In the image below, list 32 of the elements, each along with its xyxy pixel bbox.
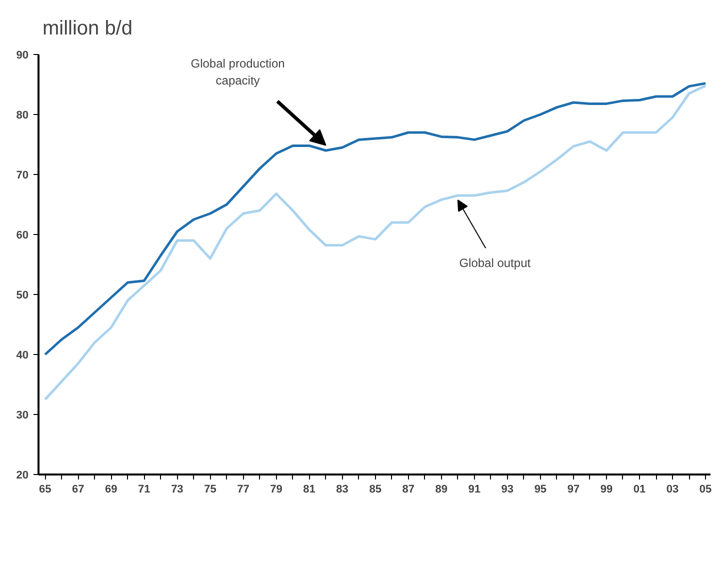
y-tick-label: 60: [16, 230, 29, 242]
y-tick-label: 20: [16, 470, 29, 482]
y-tick-label: 80: [16, 110, 29, 122]
x-tick-label: 87: [402, 484, 414, 496]
x-tick-label: 99: [600, 484, 613, 496]
x-tick-label: 85: [369, 484, 382, 496]
y-tick-label: 90: [16, 50, 29, 62]
x-tick-label: 97: [567, 484, 580, 496]
x-tick-label: 73: [171, 484, 184, 496]
x-tick-label: 81: [303, 484, 316, 496]
y-tick-label: 40: [16, 350, 29, 362]
x-tick-label: 65: [38, 484, 52, 496]
x-tick-label: 75: [204, 484, 216, 496]
x-tick-label: 69: [105, 484, 118, 496]
x-tick-label: 79: [270, 484, 282, 496]
x-tick-label: 77: [237, 484, 250, 496]
x-tick-label: 89: [435, 484, 448, 496]
y-tick-label: 50: [16, 290, 29, 302]
annotation: Global production capacity: [190, 56, 285, 88]
x-tick-label: 05: [699, 484, 712, 496]
chart-title: million b/d: [42, 18, 133, 40]
x-tick-label: 03: [666, 484, 679, 496]
x-tick-label: 83: [336, 484, 348, 496]
x-tick-label: 67: [72, 484, 84, 496]
y-tick-label: 70: [16, 170, 29, 182]
x-tick-label: 95: [534, 484, 547, 496]
y-tick-label: 30: [16, 410, 29, 422]
x-tick-label: 93: [501, 484, 514, 496]
x-tick-label: 71: [138, 484, 150, 496]
annotation: Global output: [459, 256, 532, 270]
x-tick-label: 01: [633, 484, 646, 496]
x-tick-label: 91: [468, 484, 481, 496]
